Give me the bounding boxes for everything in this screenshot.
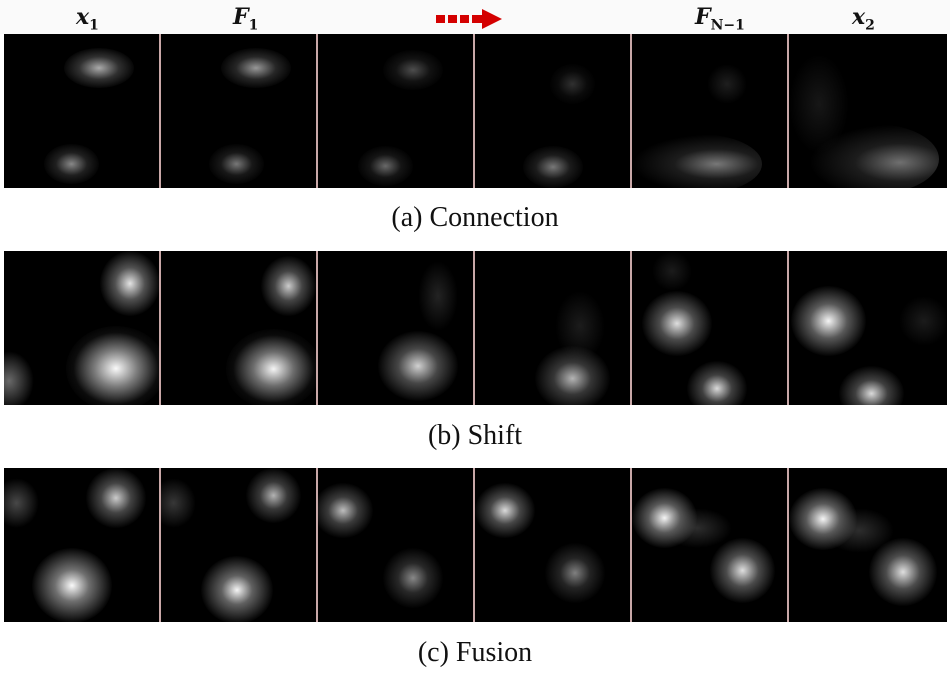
heatmap-tile (161, 34, 318, 188)
caption-shift: (b) Shift (427, 420, 523, 451)
row-connection (4, 34, 947, 188)
caption-connection: (a) Connection (391, 202, 559, 233)
label-f1: F1 (233, 4, 259, 34)
label-x1: x1 (76, 4, 99, 34)
heatmap-tile (4, 468, 161, 622)
label-fn-1: FN−1 (695, 4, 745, 34)
heatmap-tile (632, 251, 789, 405)
heatmap-tile (632, 468, 789, 622)
heatmap-tile (475, 34, 632, 188)
row-fusion (4, 468, 947, 622)
heatmap-tile (475, 468, 632, 622)
heatmap-tile (475, 251, 632, 405)
heatmap-tile (789, 34, 946, 188)
heatmap-tile (318, 34, 475, 188)
heatmap-tile (161, 251, 318, 405)
heatmap-tile (789, 251, 946, 405)
label-x2: x2 (852, 4, 875, 34)
column-header: x1 F1 FN−1 x2 (0, 0, 950, 34)
heatmap-tile (318, 251, 475, 405)
heatmap-tile (632, 34, 789, 188)
heatmap-tile (161, 468, 318, 622)
red-dotted-arrow-icon (436, 9, 502, 29)
heatmap-tile (789, 468, 946, 622)
heatmap-tile (318, 468, 475, 622)
row-shift (4, 251, 947, 405)
heatmap-tile (4, 251, 161, 405)
caption-fusion: (c) Fusion (417, 637, 533, 668)
heatmap-tile (4, 34, 161, 188)
